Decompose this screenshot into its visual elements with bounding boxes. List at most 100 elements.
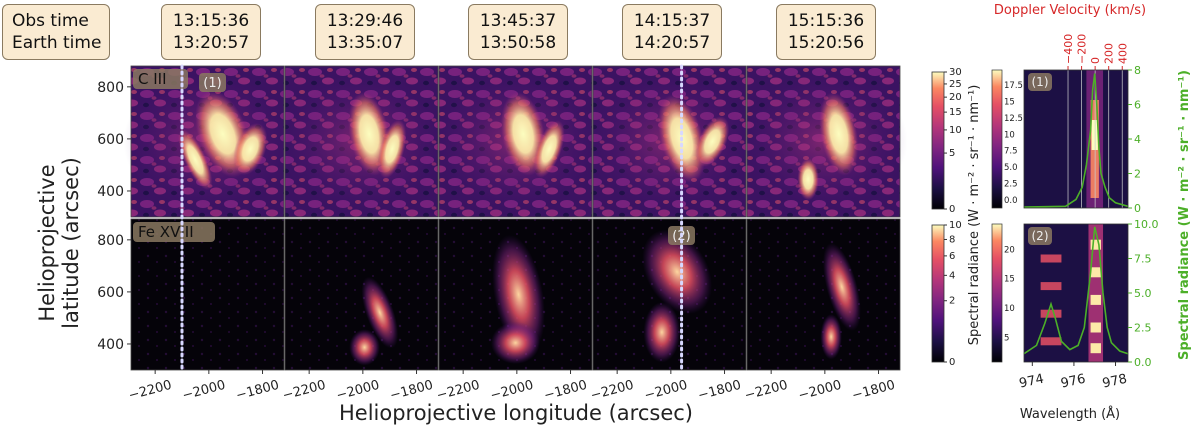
- image-panel: [739, 65, 908, 218]
- spectrum-band: [1090, 267, 1101, 278]
- image-panel: [431, 65, 600, 218]
- emission-feature: [233, 122, 268, 176]
- colorbar-tick-label: 6: [949, 251, 955, 262]
- spectrum-right-tick-label: 6: [1134, 99, 1141, 112]
- emission-feature: [642, 229, 713, 314]
- colorbar-tick-label: 10: [949, 220, 962, 231]
- image-axes: C III (1) Fe XVIII(2) 400 600 800 400 600 800 −22…: [97, 64, 908, 404]
- image-panel: [592, 218, 747, 371]
- colorbar-tick-label: 4: [949, 270, 955, 281]
- y-tick-label: 800: [97, 80, 124, 96]
- spectrum-line: [1023, 226, 1129, 355]
- spectrum-colorbar-label: 20: [1004, 245, 1015, 255]
- spectrum-colorbar-label: 10: [1004, 304, 1015, 314]
- obs-time-label: Obs time: [12, 11, 89, 31]
- spectrum-right-tick-label: 7.5: [1134, 253, 1152, 266]
- x-tick-label: −2000: [335, 378, 381, 404]
- doppler-tick-label: −200: [1076, 34, 1089, 64]
- colorbar-label: Spectral radiance (W · m⁻² · sr⁻¹ · nm⁻¹…: [967, 85, 982, 346]
- frame-time-box: 15:15:36 15:20:56: [776, 4, 876, 60]
- frame-earth-time: 14:20:57: [633, 33, 711, 53]
- emission-feature: [533, 120, 565, 178]
- x-tick-label: −2000: [797, 378, 843, 404]
- row-label: Fe XVIII(2): [133, 222, 695, 245]
- spectrum-marker: (1): [1032, 75, 1049, 89]
- doppler-tick-label: 400: [1116, 43, 1129, 64]
- y-tick-label: 800: [97, 233, 124, 249]
- image-y-label-line1: Helioprojective: [35, 164, 59, 321]
- frame-earth-time: 15:20:56: [787, 33, 865, 53]
- emission-feature: [643, 302, 681, 363]
- x-tick-label: −1800: [388, 378, 434, 404]
- doppler-title: Doppler Velocity (km/s): [994, 3, 1146, 18]
- spectrum-band: [1040, 282, 1062, 291]
- x-tick-label: −2200: [589, 378, 635, 404]
- image-y-label-line2: latitude (arcsec): [59, 157, 83, 329]
- image-frame: [592, 218, 747, 371]
- colorbar: [931, 71, 945, 210]
- spectrum-marker: (2): [1032, 229, 1049, 243]
- y-tick-label: 400: [97, 184, 124, 200]
- spectrum-colorbar-label: 17.5: [1004, 81, 1023, 91]
- colorbar-tick-label: 30: [949, 67, 962, 78]
- spectrum-colorbar-label: 12.5: [1004, 114, 1023, 124]
- spectrum-band: [1090, 294, 1101, 305]
- spectrum-background: [1024, 70, 1128, 208]
- spectrum-colorbar-label: 0.0: [1004, 196, 1018, 206]
- frame-earth-time: 13:50:58: [479, 33, 557, 53]
- image-panel: [123, 65, 292, 218]
- obs-earth-label-box: Obs time Earth time: [2, 4, 110, 60]
- spectrum-right-label: Spectral radiance (W · m⁻² · sr⁻¹ · nm⁻¹…: [1177, 70, 1192, 360]
- colorbar-tick-label: 8: [949, 234, 955, 245]
- x-tick-label: −2200: [127, 378, 173, 404]
- frame-obs-time: 13:45:37: [479, 11, 557, 31]
- emission-feature: [491, 321, 540, 364]
- image-panel: [438, 218, 593, 371]
- frame-obs-time: 14:15:37: [633, 11, 711, 31]
- colorbar-tick-label: 2: [949, 296, 955, 307]
- image-frame: [746, 218, 901, 371]
- x-tick-label: −2000: [489, 378, 535, 404]
- spectrum-right-tick-label: 5.0: [1134, 287, 1152, 300]
- wavelength-label: Wavelength (Å): [1020, 406, 1120, 422]
- spectrum-band: [1090, 343, 1101, 354]
- spectrum-line: [1023, 73, 1129, 208]
- frame-earth-time: 13:20:57: [172, 33, 250, 53]
- y-tick-label: 600: [97, 132, 124, 148]
- colorbar-tick-label: 15: [949, 107, 962, 118]
- row-label-text: C III: [138, 70, 167, 88]
- emission-feature: [377, 119, 407, 179]
- y-tick-label: 600: [97, 285, 124, 301]
- spectrum-colorbar-label: 5.0: [1004, 163, 1018, 173]
- spectrum-marker-box: [1028, 73, 1052, 91]
- wavelength-tick-label: 978: [1101, 372, 1128, 392]
- frame-earth-time: 13:35:07: [326, 33, 404, 53]
- spectrum-right-tick-label: 2.5: [1134, 322, 1152, 335]
- image-panel: [277, 65, 446, 218]
- frame-time-box: 13:29:46 13:35:07: [315, 4, 415, 60]
- marker-box: [199, 73, 226, 92]
- emission-feature: [695, 116, 730, 167]
- colorbar-tick-label: 0: [949, 204, 955, 215]
- image-x-label: Helioprojective longitude (arcsec): [339, 401, 693, 425]
- spectrum-band: [1090, 322, 1101, 333]
- spectrum-colorbar-label: 2.5: [1004, 179, 1018, 189]
- x-tick-label: −1800: [542, 378, 588, 404]
- colorbar-tick-label: 5: [949, 148, 955, 159]
- image-frame: [438, 218, 593, 371]
- emission-feature: [797, 158, 819, 201]
- spectrum-colorbar-label: 15: [1004, 97, 1015, 107]
- frame-obs-time: 15:15:36: [787, 11, 865, 31]
- emission-feature: [819, 92, 859, 176]
- x-tick-label: −2200: [281, 378, 327, 404]
- doppler-tick-label: −400: [1062, 34, 1075, 64]
- spectrum-colorbar: [991, 223, 1003, 363]
- spectrum-colorbar: [991, 69, 1003, 209]
- x-tick-label: −2000: [643, 378, 689, 404]
- frame-time-box: 14:15:37 14:20:57: [622, 4, 722, 60]
- wavelength-tick-label: 974: [1018, 372, 1045, 392]
- frame-obs-time: 13:15:36: [172, 11, 250, 31]
